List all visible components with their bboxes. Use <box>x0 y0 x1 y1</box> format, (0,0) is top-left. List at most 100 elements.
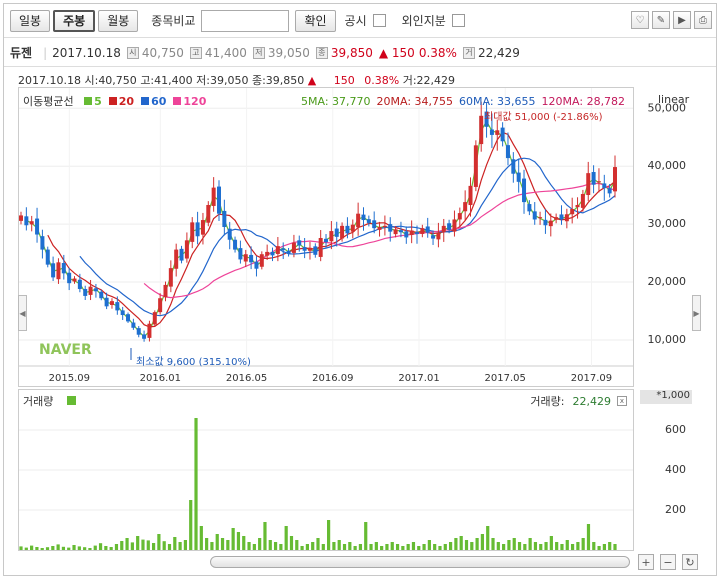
candle-body <box>131 322 136 328</box>
candle-body <box>206 204 211 223</box>
volume-bar <box>342 544 347 550</box>
y-tick-label: 40,000 <box>648 159 687 172</box>
candle-body <box>222 210 227 227</box>
price-chart[interactable]: 2015.09 2016.01 2016.05 2016.09 2017.01 2017.… <box>18 87 634 387</box>
volume-bar <box>258 538 262 550</box>
time-scrollbar[interactable] <box>210 556 630 568</box>
zoom-out-icon[interactable]: − <box>660 554 676 570</box>
candle-body <box>67 272 72 284</box>
volume-bar <box>491 538 495 550</box>
naver-watermark: NAVER <box>39 342 92 358</box>
volume-bar <box>555 542 559 550</box>
volume-bar <box>321 544 325 550</box>
candle-body <box>489 129 494 135</box>
scroll-left-icon[interactable]: ◀ <box>18 295 27 331</box>
volume-bar <box>247 542 251 550</box>
candle-body <box>120 310 125 316</box>
volume-bar <box>502 544 506 550</box>
zoom-in-icon[interactable]: + <box>638 554 654 570</box>
volume-bar <box>183 540 188 550</box>
volume-bar <box>374 542 378 550</box>
volume-bar <box>533 542 538 550</box>
disclosure-checkbox[interactable] <box>372 14 386 27</box>
y-tick-label: 50,000 <box>648 101 687 114</box>
volume-bar <box>602 544 606 550</box>
confirm-button[interactable]: 확인 <box>295 9 336 32</box>
tool-group: ♡ ✎ ▶ ⎙ <box>628 11 712 29</box>
candle-body <box>77 279 82 289</box>
refresh-icon[interactable]: ↻ <box>682 554 698 570</box>
tab-daily[interactable]: 일봉 <box>10 9 51 32</box>
candle-body <box>500 127 505 142</box>
candle-body <box>404 231 409 238</box>
candle-body <box>538 217 543 219</box>
volume-bar <box>475 538 479 550</box>
volume-bar <box>136 536 140 550</box>
quote-change-pct: 0.38% <box>418 45 457 60</box>
volume-bar <box>45 547 50 550</box>
candle-body <box>286 250 291 254</box>
candle-body <box>532 211 537 220</box>
candle-body <box>564 214 569 222</box>
ma-legend-items: 5 20 60 120 <box>77 95 206 108</box>
candle-body <box>136 328 141 335</box>
close-icon[interactable]: x <box>617 396 627 406</box>
cursor-icon[interactable]: ▶ <box>673 11 691 29</box>
volume-bar <box>517 542 522 550</box>
candle-body <box>29 221 34 225</box>
tab-monthly[interactable]: 월봉 <box>98 9 139 32</box>
x-tick-label: 2015.09 <box>49 373 90 384</box>
candle-body <box>548 220 553 227</box>
quote-open: 40,750 <box>141 45 184 60</box>
volume-bar <box>358 544 363 550</box>
quote-date: 2017.10.18 <box>52 45 121 60</box>
volume-bar <box>549 536 553 550</box>
candle-body <box>147 323 152 338</box>
pen-icon[interactable]: ✎ <box>652 11 670 29</box>
volume-chart[interactable]: 거래량 거래량: 22,429 x <box>18 389 634 551</box>
candle-body <box>56 262 61 280</box>
summary-arrow: ▲ <box>307 74 317 87</box>
ma-legend-swatch <box>108 97 117 105</box>
ohlc-summary: 2017.10.18 시:40,750 고:41,400 저:39,050 종:… <box>18 72 455 88</box>
compare-input[interactable] <box>201 9 290 32</box>
x-tick-label: 2016.01 <box>140 373 181 384</box>
candle-body <box>580 193 585 208</box>
candle-body <box>377 227 382 230</box>
ma-line-60 <box>79 157 616 317</box>
candle-body <box>93 288 98 292</box>
volume-bar <box>40 548 44 550</box>
volume-bar <box>273 542 278 550</box>
volume-bar <box>242 536 246 550</box>
candle-body <box>543 219 548 226</box>
volume-bar <box>295 540 299 550</box>
summary-change: 150 <box>333 74 355 87</box>
volume-readout-label: 거래량: <box>530 395 565 408</box>
scroll-right-icon[interactable]: ▶ <box>692 295 701 331</box>
foreign-checkbox[interactable] <box>451 14 465 27</box>
volume-bar <box>88 548 92 550</box>
volume-bar <box>178 542 182 550</box>
tab-weekly[interactable]: 주봉 <box>53 9 96 32</box>
volume-bar <box>523 544 527 550</box>
volume-bar <box>380 546 384 550</box>
volume-bar <box>586 524 591 550</box>
candle-body <box>238 248 243 260</box>
print-icon[interactable]: ⎙ <box>694 11 712 29</box>
candle-body <box>505 145 510 159</box>
candle-body <box>366 219 371 223</box>
volume-bar <box>125 538 129 550</box>
volume-bar <box>77 546 81 550</box>
pin-icon[interactable]: ♡ <box>631 11 649 29</box>
volume-bar <box>608 542 612 550</box>
candle-body <box>227 228 232 240</box>
candle-body <box>468 185 473 206</box>
candle-body <box>158 298 163 313</box>
volume-bar <box>316 538 320 550</box>
candle-body <box>613 167 617 192</box>
y-axis: linear *1,000 10,000 20,000 30,000 40,000 50… <box>634 87 692 551</box>
summary-open-label: 시: <box>84 74 99 87</box>
candle-body <box>559 214 564 220</box>
quote-volume: 22,429 <box>477 45 520 60</box>
volume-bar <box>443 544 447 550</box>
